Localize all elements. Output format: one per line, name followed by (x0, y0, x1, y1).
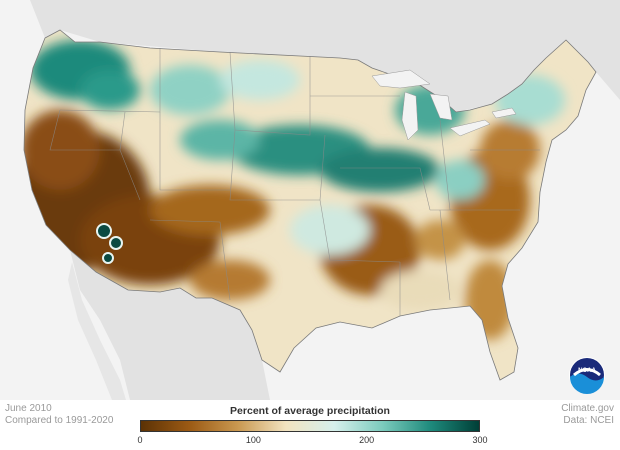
baja-peninsula (68, 262, 126, 400)
state-borders (49, 48, 540, 316)
great-lakes (371, 69, 517, 141)
canada-land (30, 0, 620, 112)
legend-title: Percent of average precipitation (230, 405, 390, 417)
legend-tick-300: 300 (472, 435, 488, 445)
noaa-logo: NOAA (569, 357, 605, 394)
precipitation-map (23, 0, 620, 400)
mexico-land (70, 250, 270, 400)
credit-label: Climate.gov (561, 403, 614, 414)
caption-right: Climate.gov Data: NCEI (561, 403, 614, 427)
caption-left: June 2010 Compared to 1991-2020 (5, 403, 113, 427)
source-label: Data: NCEI (563, 415, 614, 426)
baseline-label: Compared to 1991-2020 (5, 415, 114, 426)
legend-tick-100: 100 (245, 435, 261, 445)
legend-tick-0: 0 (137, 435, 143, 445)
legend-color-bar (140, 420, 480, 432)
precipitation-field (24, 30, 596, 380)
svg-text:NOAA: NOAA (578, 368, 596, 374)
date-label: June 2010 (5, 403, 52, 414)
legend-tick-200: 200 (359, 435, 375, 445)
